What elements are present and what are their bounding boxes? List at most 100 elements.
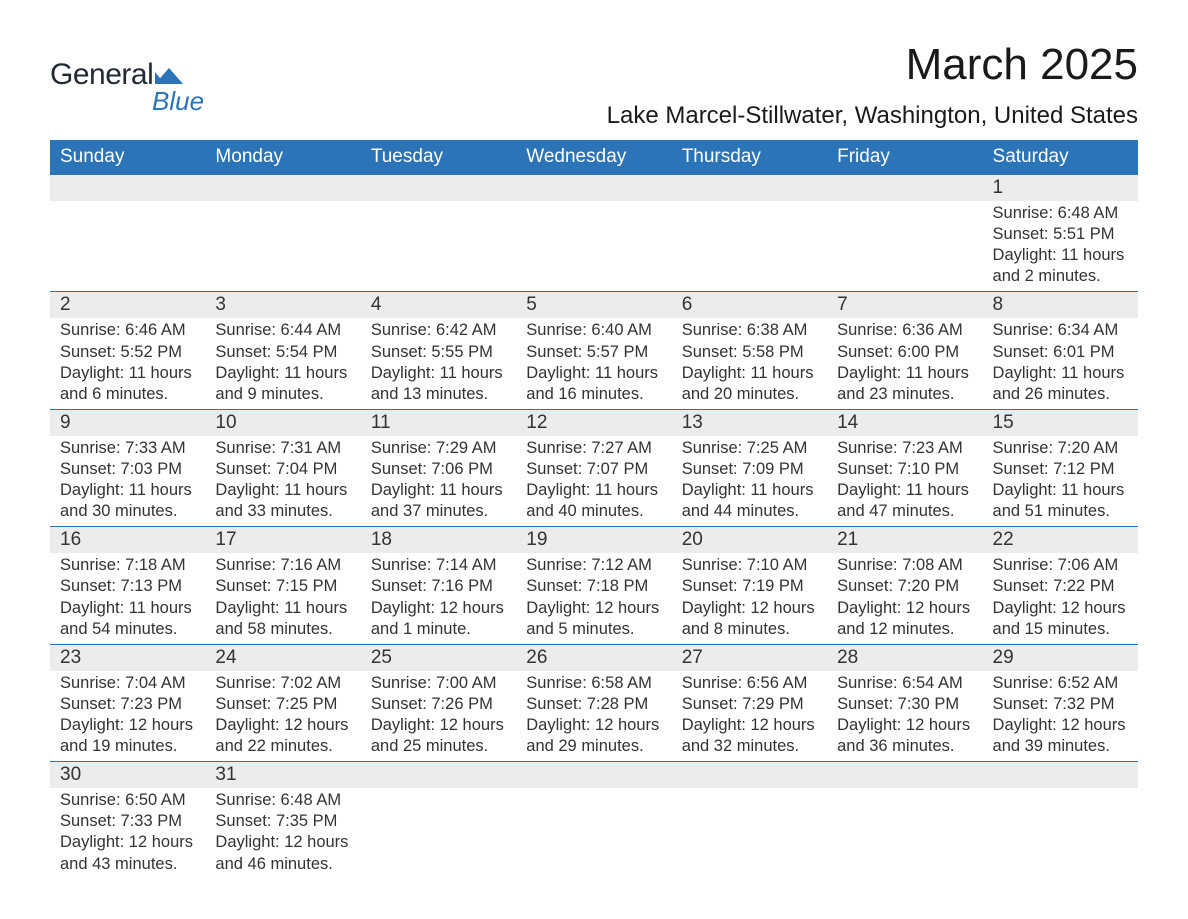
sunrise-text: Sunrise: 7:27 AM (526, 438, 661, 459)
daylight-text: Daylight: 11 hours and 37 minutes. (371, 480, 506, 522)
sunrise-text: Sunrise: 6:50 AM (60, 790, 195, 811)
day-data-cell (516, 201, 671, 292)
day-data-cell (50, 201, 205, 292)
sunrise-text: Sunrise: 7:18 AM (60, 555, 195, 576)
day-data-cell: Sunrise: 7:08 AMSunset: 7:20 PMDaylight:… (827, 553, 982, 644)
week-4-daynum-row: 23242526272829 (50, 644, 1138, 671)
day-data-cell (827, 788, 982, 878)
day-number-cell: 31 (205, 762, 360, 789)
sunrise-text: Sunrise: 6:42 AM (371, 320, 506, 341)
day-data-cell (205, 201, 360, 292)
day-data-cell: Sunrise: 7:33 AMSunset: 7:03 PMDaylight:… (50, 436, 205, 527)
sunrise-text: Sunrise: 6:48 AM (993, 203, 1128, 224)
daylight-text: Daylight: 12 hours and 5 minutes. (526, 598, 661, 640)
day-number-cell: 28 (827, 644, 982, 671)
day-number-cell: 11 (361, 409, 516, 436)
sunset-text: Sunset: 7:16 PM (371, 576, 506, 597)
day-number-cell (672, 762, 827, 789)
day-number-cell (205, 175, 360, 202)
sunrise-text: Sunrise: 6:34 AM (993, 320, 1128, 341)
day-number-cell: 5 (516, 292, 671, 319)
daylight-text: Daylight: 12 hours and 46 minutes. (215, 832, 350, 874)
day-number-cell: 17 (205, 527, 360, 554)
day-data-cell: Sunrise: 7:12 AMSunset: 7:18 PMDaylight:… (516, 553, 671, 644)
sunset-text: Sunset: 7:33 PM (60, 811, 195, 832)
day-number-cell: 19 (516, 527, 671, 554)
sunrise-text: Sunrise: 7:14 AM (371, 555, 506, 576)
header-wednesday: Wednesday (516, 140, 671, 175)
weekday-header-row: Sunday Monday Tuesday Wednesday Thursday… (50, 140, 1138, 175)
sunset-text: Sunset: 7:04 PM (215, 459, 350, 480)
sunrise-text: Sunrise: 6:38 AM (682, 320, 817, 341)
daylight-text: Daylight: 11 hours and 20 minutes. (682, 363, 817, 405)
day-number-cell: 10 (205, 409, 360, 436)
day-data-cell: Sunrise: 6:48 AMSunset: 7:35 PMDaylight:… (205, 788, 360, 878)
sunset-text: Sunset: 7:19 PM (682, 576, 817, 597)
daylight-text: Daylight: 11 hours and 13 minutes. (371, 363, 506, 405)
day-data-cell: Sunrise: 7:27 AMSunset: 7:07 PMDaylight:… (516, 436, 671, 527)
day-number-cell: 7 (827, 292, 982, 319)
daylight-text: Daylight: 11 hours and 33 minutes. (215, 480, 350, 522)
title-block: March 2025 Lake Marcel-Stillwater, Washi… (607, 40, 1138, 130)
day-data-cell: Sunrise: 6:54 AMSunset: 7:30 PMDaylight:… (827, 671, 982, 762)
day-data-cell (361, 788, 516, 878)
day-data-cell (827, 201, 982, 292)
week-1-daynum-row: 2345678 (50, 292, 1138, 319)
day-number-cell: 24 (205, 644, 360, 671)
daylight-text: Daylight: 11 hours and 30 minutes. (60, 480, 195, 522)
day-number-cell (361, 762, 516, 789)
day-number-cell (50, 175, 205, 202)
sunrise-text: Sunrise: 7:12 AM (526, 555, 661, 576)
brand-shape-icon (155, 64, 183, 84)
day-data-cell: Sunrise: 6:42 AMSunset: 5:55 PMDaylight:… (361, 318, 516, 409)
day-data-cell: Sunrise: 6:34 AMSunset: 6:01 PMDaylight:… (983, 318, 1138, 409)
daylight-text: Daylight: 11 hours and 58 minutes. (215, 598, 350, 640)
sunrise-text: Sunrise: 6:58 AM (526, 673, 661, 694)
sunrise-text: Sunrise: 6:36 AM (837, 320, 972, 341)
week-0-daynum-row: 1 (50, 175, 1138, 202)
sunset-text: Sunset: 5:51 PM (993, 224, 1128, 245)
sunset-text: Sunset: 7:26 PM (371, 694, 506, 715)
daylight-text: Daylight: 11 hours and 47 minutes. (837, 480, 972, 522)
day-number-cell (516, 762, 671, 789)
sunset-text: Sunset: 7:12 PM (993, 459, 1128, 480)
sunset-text: Sunset: 7:20 PM (837, 576, 972, 597)
day-data-cell: Sunrise: 7:06 AMSunset: 7:22 PMDaylight:… (983, 553, 1138, 644)
day-data-cell (361, 201, 516, 292)
header-monday: Monday (205, 140, 360, 175)
week-0-data-row: Sunrise: 6:48 AMSunset: 5:51 PMDaylight:… (50, 201, 1138, 292)
day-data-cell: Sunrise: 6:36 AMSunset: 6:00 PMDaylight:… (827, 318, 982, 409)
sunset-text: Sunset: 7:09 PM (682, 459, 817, 480)
day-number-cell (361, 175, 516, 202)
week-4-data-row: Sunrise: 7:04 AMSunset: 7:23 PMDaylight:… (50, 671, 1138, 762)
sunrise-text: Sunrise: 7:02 AM (215, 673, 350, 694)
month-title: March 2025 (607, 40, 1138, 90)
sunrise-text: Sunrise: 7:08 AM (837, 555, 972, 576)
day-data-cell: Sunrise: 7:02 AMSunset: 7:25 PMDaylight:… (205, 671, 360, 762)
sunset-text: Sunset: 5:57 PM (526, 342, 661, 363)
day-data-cell: Sunrise: 7:14 AMSunset: 7:16 PMDaylight:… (361, 553, 516, 644)
day-number-cell: 2 (50, 292, 205, 319)
daylight-text: Daylight: 11 hours and 23 minutes. (837, 363, 972, 405)
daylight-text: Daylight: 11 hours and 54 minutes. (60, 598, 195, 640)
day-data-cell: Sunrise: 6:50 AMSunset: 7:33 PMDaylight:… (50, 788, 205, 878)
day-data-cell: Sunrise: 7:10 AMSunset: 7:19 PMDaylight:… (672, 553, 827, 644)
day-number-cell: 4 (361, 292, 516, 319)
sunset-text: Sunset: 7:29 PM (682, 694, 817, 715)
header-thursday: Thursday (672, 140, 827, 175)
day-number-cell: 25 (361, 644, 516, 671)
day-data-cell: Sunrise: 7:25 AMSunset: 7:09 PMDaylight:… (672, 436, 827, 527)
day-data-cell: Sunrise: 7:31 AMSunset: 7:04 PMDaylight:… (205, 436, 360, 527)
day-number-cell: 30 (50, 762, 205, 789)
day-data-cell: Sunrise: 6:58 AMSunset: 7:28 PMDaylight:… (516, 671, 671, 762)
day-number-cell: 29 (983, 644, 1138, 671)
day-data-cell: Sunrise: 7:29 AMSunset: 7:06 PMDaylight:… (361, 436, 516, 527)
daylight-text: Daylight: 11 hours and 9 minutes. (215, 363, 350, 405)
daylight-text: Daylight: 11 hours and 26 minutes. (993, 363, 1128, 405)
sunrise-text: Sunrise: 7:16 AM (215, 555, 350, 576)
calendar-table: Sunday Monday Tuesday Wednesday Thursday… (50, 140, 1138, 879)
daylight-text: Daylight: 11 hours and 44 minutes. (682, 480, 817, 522)
sunrise-text: Sunrise: 6:40 AM (526, 320, 661, 341)
day-number-cell (827, 762, 982, 789)
day-data-cell: Sunrise: 6:38 AMSunset: 5:58 PMDaylight:… (672, 318, 827, 409)
